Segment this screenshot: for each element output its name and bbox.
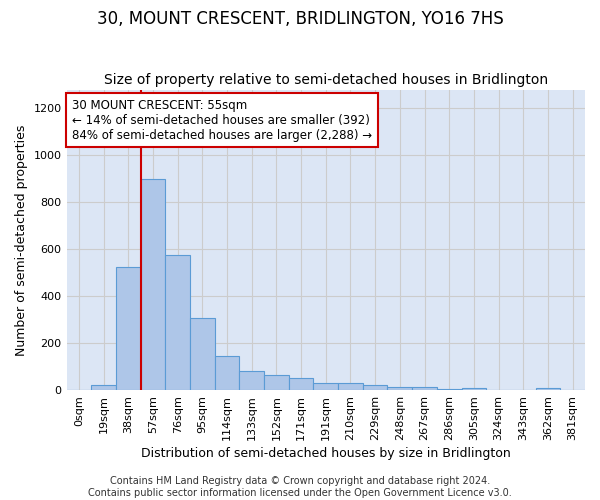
Bar bbox=[239, 372, 264, 390]
X-axis label: Distribution of semi-detached houses by size in Bridlington: Distribution of semi-detached houses by … bbox=[141, 447, 511, 460]
Y-axis label: Number of semi-detached properties: Number of semi-detached properties bbox=[15, 124, 28, 356]
Bar bbox=[536, 388, 560, 390]
Bar bbox=[289, 378, 313, 390]
Bar bbox=[363, 386, 388, 390]
Bar bbox=[388, 388, 412, 390]
Bar bbox=[165, 255, 190, 390]
Bar bbox=[91, 386, 116, 390]
Title: Size of property relative to semi-detached houses in Bridlington: Size of property relative to semi-detach… bbox=[104, 73, 548, 87]
Bar bbox=[412, 386, 437, 390]
Text: Contains HM Land Registry data © Crown copyright and database right 2024.
Contai: Contains HM Land Registry data © Crown c… bbox=[88, 476, 512, 498]
Text: 30 MOUNT CRESCENT: 55sqm
← 14% of semi-detached houses are smaller (392)
84% of : 30 MOUNT CRESCENT: 55sqm ← 14% of semi-d… bbox=[72, 98, 372, 142]
Bar bbox=[264, 375, 289, 390]
Bar bbox=[215, 356, 239, 390]
Bar bbox=[190, 318, 215, 390]
Bar bbox=[338, 383, 363, 390]
Bar bbox=[461, 388, 486, 390]
Bar bbox=[313, 383, 338, 390]
Bar bbox=[437, 389, 461, 390]
Bar bbox=[140, 179, 165, 390]
Bar bbox=[116, 267, 140, 390]
Text: 30, MOUNT CRESCENT, BRIDLINGTON, YO16 7HS: 30, MOUNT CRESCENT, BRIDLINGTON, YO16 7H… bbox=[97, 10, 503, 28]
